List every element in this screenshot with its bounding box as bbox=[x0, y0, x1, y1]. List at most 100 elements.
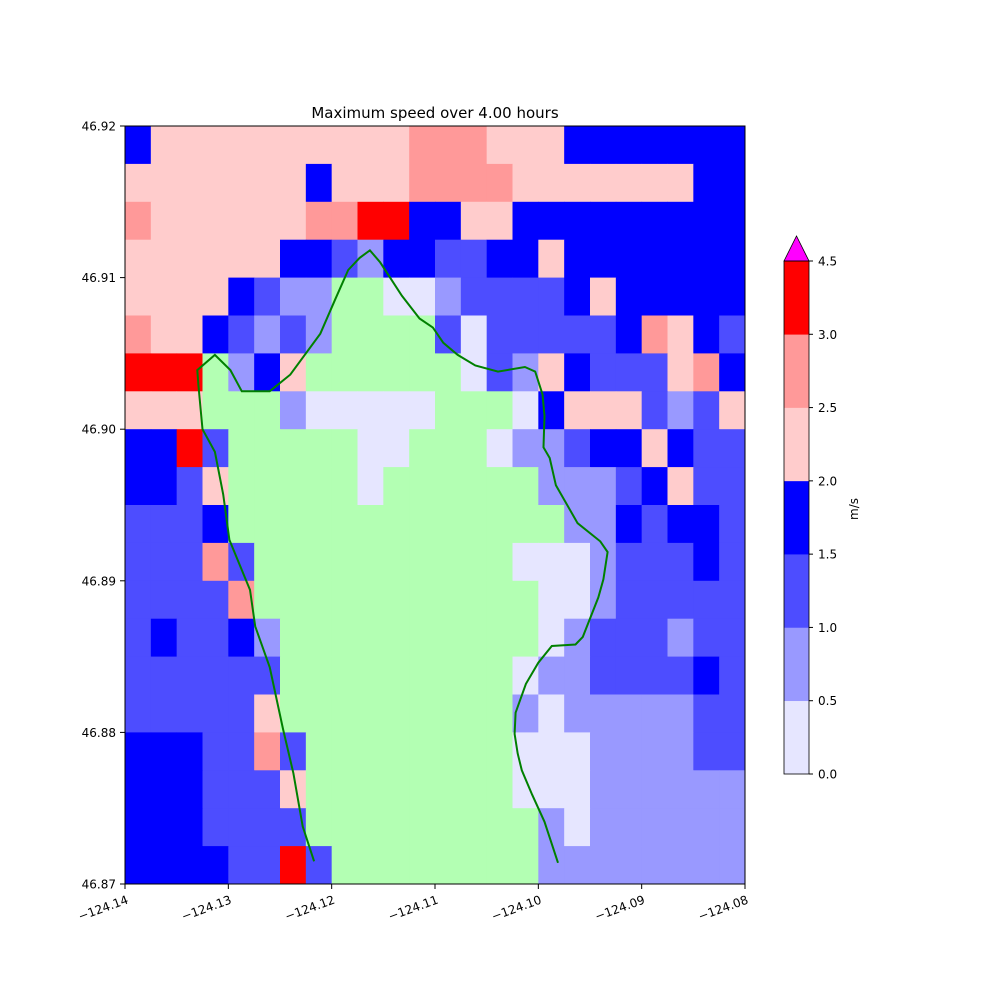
speed-cell bbox=[719, 770, 746, 809]
speed-cell bbox=[202, 126, 229, 165]
colorbar-frame bbox=[783, 260, 810, 775]
speed-cell bbox=[486, 277, 513, 316]
speed-cell bbox=[538, 618, 565, 657]
land-cell bbox=[409, 846, 436, 885]
land-cell bbox=[435, 467, 462, 506]
land-cell bbox=[254, 467, 281, 506]
colorbar-bin bbox=[784, 261, 809, 335]
land-cell bbox=[435, 732, 462, 771]
speed-cell bbox=[590, 201, 617, 241]
speed-cell bbox=[280, 163, 307, 203]
speed-cell bbox=[125, 694, 152, 733]
speed-cell bbox=[615, 126, 643, 165]
land-cell bbox=[331, 467, 358, 506]
speed-cell bbox=[150, 315, 178, 354]
land-cell bbox=[460, 580, 488, 620]
speed-cell bbox=[254, 618, 281, 657]
land-cell bbox=[435, 846, 462, 885]
land-cell bbox=[512, 505, 539, 544]
speed-cell bbox=[202, 239, 229, 278]
speed-cell bbox=[719, 656, 746, 695]
speed-cell bbox=[667, 542, 694, 582]
speed-cell bbox=[719, 277, 746, 316]
y-tick-label: 46.87 bbox=[82, 878, 116, 892]
speed-cell bbox=[125, 277, 152, 316]
speed-cell bbox=[719, 694, 746, 733]
land-cell bbox=[512, 618, 539, 657]
speed-cell bbox=[564, 163, 591, 203]
speed-cell bbox=[202, 277, 229, 316]
colorbar-bin bbox=[784, 700, 809, 775]
land-cell bbox=[383, 732, 410, 771]
speed-cell bbox=[125, 580, 152, 620]
speed-cell bbox=[150, 694, 178, 733]
speed-cell bbox=[615, 429, 643, 468]
speed-cell bbox=[383, 391, 410, 430]
speed-cell bbox=[228, 846, 255, 885]
land-cell bbox=[305, 694, 333, 733]
land-cell bbox=[357, 694, 384, 733]
colorbar-tick-label: 1.0 bbox=[818, 621, 837, 635]
speed-cell bbox=[693, 505, 720, 544]
speed-cell bbox=[641, 694, 668, 733]
colorbar-tick-label: 4.5 bbox=[818, 255, 837, 269]
speed-cell bbox=[641, 429, 668, 468]
speed-cell bbox=[667, 467, 694, 506]
land-cell bbox=[435, 542, 462, 582]
speed-cell bbox=[538, 542, 565, 582]
speed-cell bbox=[615, 163, 643, 203]
speed-cell bbox=[693, 542, 720, 582]
land-cell bbox=[280, 429, 307, 468]
speed-cell bbox=[176, 808, 203, 847]
land-cell bbox=[331, 505, 358, 544]
speed-cell bbox=[150, 808, 178, 847]
speed-cell bbox=[125, 239, 152, 278]
speed-cell bbox=[357, 239, 384, 278]
land-cell bbox=[486, 542, 513, 582]
speed-cell bbox=[590, 808, 617, 847]
speed-cell bbox=[228, 770, 255, 809]
speed-cell bbox=[538, 656, 565, 695]
speed-cell bbox=[383, 429, 410, 468]
land-cell bbox=[409, 467, 436, 506]
land-cell bbox=[357, 542, 384, 582]
speed-cell bbox=[176, 732, 203, 771]
land-cell bbox=[409, 429, 436, 468]
y-tick-label: 46.89 bbox=[82, 574, 116, 588]
speed-cell bbox=[590, 391, 617, 430]
land-cell bbox=[409, 808, 436, 847]
land-cell bbox=[357, 846, 384, 885]
speed-cell bbox=[202, 315, 229, 354]
speed-cell bbox=[125, 732, 152, 771]
speed-cell bbox=[693, 391, 720, 430]
speed-cell bbox=[719, 429, 746, 468]
speed-cell bbox=[667, 656, 694, 695]
land-cell bbox=[357, 656, 384, 695]
land-cell bbox=[486, 732, 513, 771]
speed-cell bbox=[254, 163, 281, 203]
speed-cell bbox=[202, 542, 229, 582]
land-cell bbox=[460, 618, 488, 657]
speed-cell bbox=[435, 239, 462, 278]
speed-cell bbox=[693, 201, 720, 241]
land-cell bbox=[305, 429, 333, 468]
land-cell bbox=[409, 580, 436, 620]
speed-cell bbox=[486, 163, 513, 203]
land-cell bbox=[305, 505, 333, 544]
speed-cell bbox=[280, 277, 307, 316]
speed-cell bbox=[667, 315, 694, 354]
speed-cell bbox=[460, 277, 488, 316]
speed-cell bbox=[564, 580, 591, 620]
land-cell bbox=[305, 732, 333, 771]
speed-cell bbox=[125, 126, 152, 165]
land-cell bbox=[383, 694, 410, 733]
speed-cell bbox=[176, 694, 203, 733]
speed-cell bbox=[615, 353, 643, 392]
land-cell bbox=[486, 694, 513, 733]
land-cell bbox=[486, 656, 513, 695]
land-cell bbox=[460, 656, 488, 695]
land-cell bbox=[280, 694, 307, 733]
speed-cell bbox=[125, 505, 152, 544]
land-cell bbox=[383, 315, 410, 354]
speed-cell bbox=[305, 163, 333, 203]
